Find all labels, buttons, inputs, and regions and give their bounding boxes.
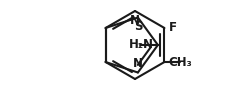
Text: F: F bbox=[168, 21, 176, 34]
Text: N: N bbox=[133, 57, 143, 70]
Text: S: S bbox=[134, 20, 142, 33]
Text: N: N bbox=[130, 14, 140, 27]
Text: H₂N: H₂N bbox=[129, 38, 154, 52]
Text: CH₃: CH₃ bbox=[168, 56, 192, 69]
